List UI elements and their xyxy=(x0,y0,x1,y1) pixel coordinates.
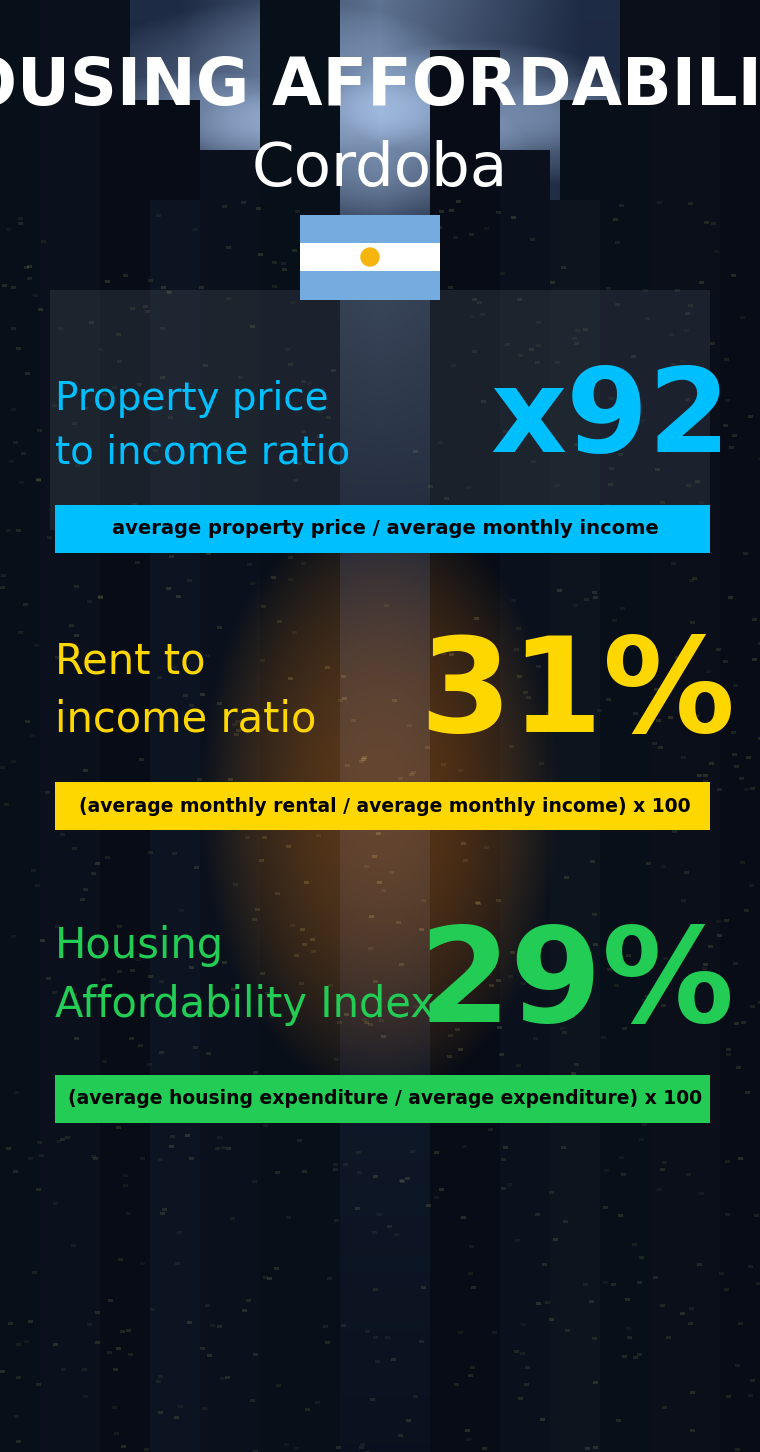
Circle shape xyxy=(361,248,379,266)
Text: Rent to
income ratio: Rent to income ratio xyxy=(55,640,316,741)
Text: x92: x92 xyxy=(489,363,730,478)
Text: 31%: 31% xyxy=(419,632,735,758)
Bar xyxy=(55,1074,710,1122)
Bar xyxy=(300,215,440,242)
Text: (average housing expenditure / average expenditure) x 100: (average housing expenditure / average e… xyxy=(68,1089,702,1108)
Text: Cordoba: Cordoba xyxy=(252,139,508,199)
Bar xyxy=(300,242,440,272)
Text: Property price
to income ratio: Property price to income ratio xyxy=(55,380,350,470)
Bar xyxy=(55,783,710,831)
Text: Housing
Affordability Index: Housing Affordability Index xyxy=(55,925,435,1025)
Bar xyxy=(55,505,710,553)
Text: HOUSING AFFORDABILITY: HOUSING AFFORDABILITY xyxy=(0,55,760,119)
Text: (average monthly rental / average monthly income) x 100: (average monthly rental / average monthl… xyxy=(79,797,691,816)
Text: average property price / average monthly income: average property price / average monthly… xyxy=(112,520,658,539)
Text: 29%: 29% xyxy=(419,922,735,1048)
Bar xyxy=(300,272,440,301)
